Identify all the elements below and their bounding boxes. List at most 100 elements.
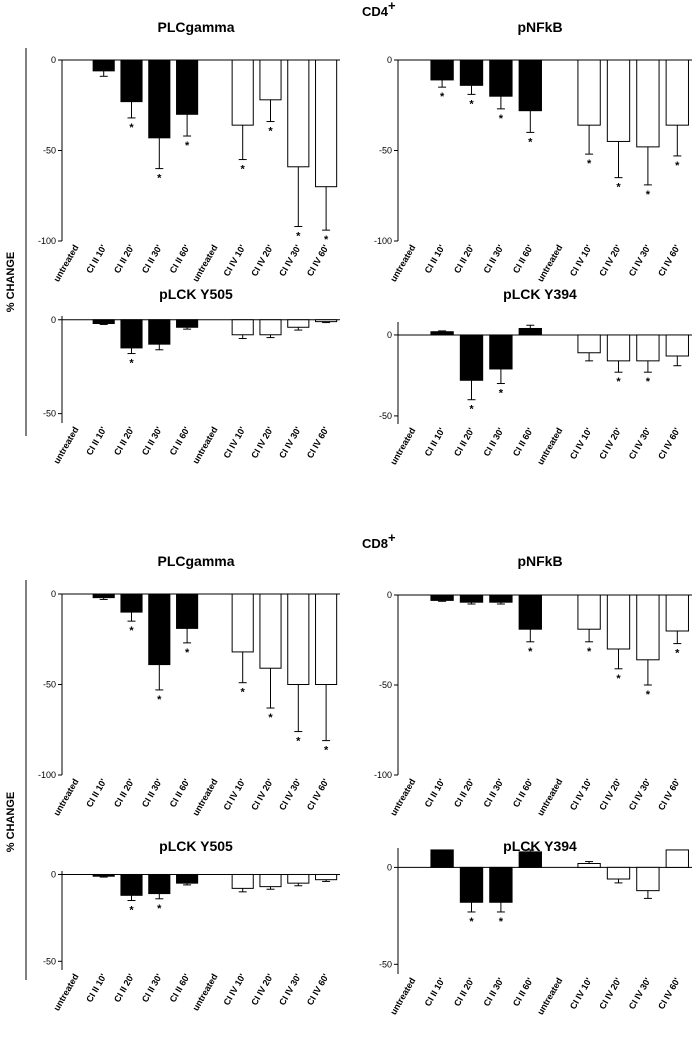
category-label: untreated [51, 972, 80, 1013]
significance-star: * [129, 625, 134, 637]
significance-star: * [587, 646, 592, 658]
category-label: CI II 60' [168, 243, 192, 275]
significance-star: * [185, 140, 190, 152]
bar [577, 863, 601, 868]
category-label: CI IV 20' [597, 777, 623, 812]
category-label: CI II 20' [112, 243, 136, 275]
y-tick-label: 0 [387, 55, 392, 65]
chart-title: pNFkB [517, 553, 562, 569]
category-label: CI II 30' [140, 243, 164, 275]
bar [148, 319, 171, 345]
category-label: CI IV 20' [249, 425, 275, 460]
significance-star: * [469, 404, 474, 416]
category-label: CI IV 30' [627, 777, 653, 812]
bar [518, 59, 542, 112]
bar [430, 849, 454, 868]
section-title: CD8 [362, 536, 388, 551]
bar [148, 593, 171, 666]
significance-star: * [646, 689, 651, 701]
y-tick-label: -100 [38, 236, 56, 246]
category-label: CI IV 60' [656, 243, 682, 278]
significance-star: * [616, 376, 621, 388]
chart-title: PLCgamma [157, 19, 234, 35]
y-tick-label: -50 [43, 680, 56, 690]
category-label: CI II 20' [452, 976, 476, 1008]
significance-star: * [129, 122, 134, 134]
y-tick-label: 0 [387, 330, 392, 340]
category-label: CI II 60' [511, 426, 535, 458]
category-label: CI II 10' [84, 777, 108, 809]
category-label: CI II 60' [511, 777, 535, 809]
bar [259, 593, 282, 669]
bar [665, 59, 689, 126]
section-cd4-ylabel: % CHANGE [5, 48, 27, 436]
category-label: CI IV 30' [627, 976, 653, 1011]
section-cd8-ylabel: % CHANGE [5, 580, 27, 980]
bar [430, 59, 454, 81]
significance-star: * [646, 376, 651, 388]
y-tick-label: -50 [43, 956, 56, 966]
bar [120, 873, 143, 896]
significance-star: * [157, 903, 162, 915]
y-tick-label: -100 [374, 236, 392, 246]
significance-star: * [528, 646, 533, 658]
significance-star: * [129, 358, 134, 370]
bar [459, 334, 484, 381]
bar [259, 873, 282, 888]
bar [518, 594, 542, 630]
category-label: CI II 30' [481, 243, 505, 275]
chart-title: pLCK Y394 [503, 838, 577, 854]
significance-star: * [616, 182, 621, 194]
category-label: CI II 20' [452, 777, 476, 809]
category-label: CI II 60' [168, 425, 192, 457]
bar [176, 319, 199, 328]
bar [606, 594, 631, 650]
category-label: CI II 10' [423, 976, 447, 1008]
bar [176, 59, 199, 115]
significance-star: * [296, 736, 301, 748]
bar [92, 59, 115, 72]
category-label: CI II 30' [140, 777, 164, 809]
category-label: CI IV 10' [221, 243, 247, 278]
significance-star: * [157, 173, 162, 185]
category-label: CI IV 60' [305, 972, 331, 1007]
bar [287, 593, 310, 685]
significance-star: * [296, 231, 301, 243]
bar [459, 59, 484, 86]
bar [315, 319, 338, 323]
category-label: untreated [190, 777, 219, 818]
bar [606, 866, 631, 880]
category-label: CI IV 20' [597, 426, 623, 461]
significance-star: * [157, 694, 162, 706]
bar [636, 866, 660, 892]
category-label: untreated [51, 243, 80, 284]
category-label: CI IV 20' [249, 972, 275, 1007]
bar [92, 873, 115, 877]
significance-star: * [499, 113, 504, 125]
section-cd8-title: CD8 + [362, 530, 396, 551]
category-label: CI II 60' [168, 777, 192, 809]
bar [606, 59, 631, 142]
category-label: CI IV 30' [627, 243, 653, 278]
bar [489, 594, 513, 603]
y-tick-label: -50 [379, 680, 392, 690]
section-superscript: + [388, 530, 396, 545]
category-label: CI II 30' [140, 425, 164, 457]
category-label: CI IV 20' [597, 976, 623, 1011]
category-label: untreated [535, 976, 564, 1017]
significance-star: * [646, 189, 651, 201]
category-label: CI II 10' [84, 243, 108, 275]
category-label: CI II 10' [84, 972, 108, 1004]
y-tick-label: 0 [51, 869, 56, 879]
y-tick-label: -100 [38, 770, 56, 780]
bar [120, 319, 143, 349]
category-label: CI IV 60' [656, 426, 682, 461]
category-label: CI II 30' [140, 972, 164, 1004]
category-label: CI IV 10' [221, 777, 247, 812]
bar [459, 594, 484, 603]
bar [120, 593, 143, 613]
